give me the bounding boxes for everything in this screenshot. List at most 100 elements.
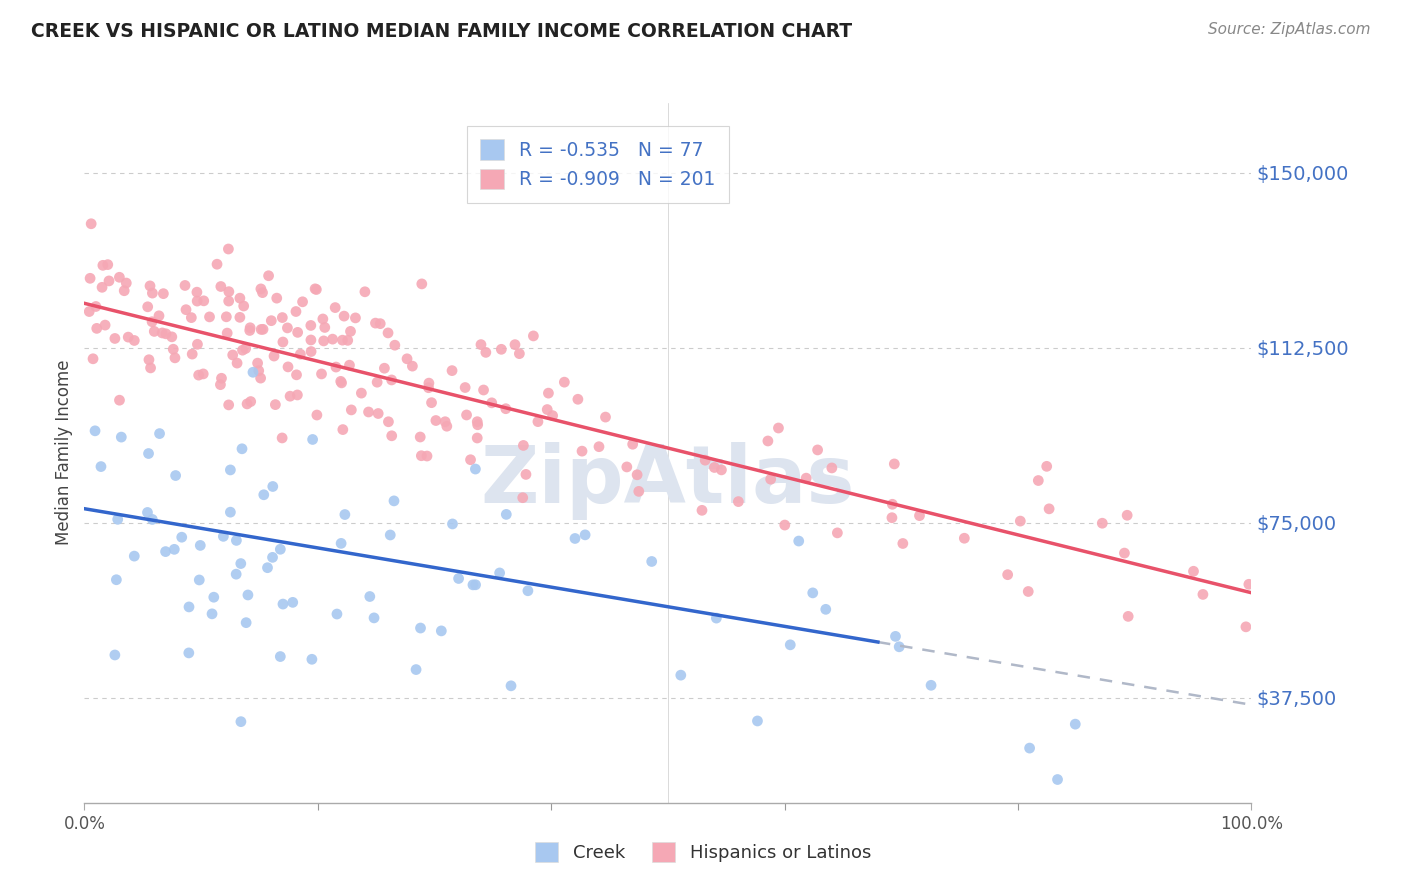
Point <box>332 423 354 437</box>
Point <box>108 393 131 408</box>
Point <box>299 333 322 347</box>
Point <box>107 512 129 526</box>
Point <box>727 494 749 508</box>
Point <box>287 388 309 402</box>
Point <box>768 421 790 435</box>
Point <box>232 299 254 313</box>
Point <box>567 392 589 407</box>
Point <box>170 530 193 544</box>
Point <box>325 360 347 375</box>
Point <box>141 286 163 301</box>
Point <box>759 472 782 486</box>
Point <box>235 615 257 630</box>
Point <box>174 278 197 293</box>
Point <box>236 397 259 411</box>
Point <box>77 304 100 318</box>
Point <box>430 624 453 638</box>
Point <box>354 285 377 299</box>
Point <box>90 459 112 474</box>
Point <box>229 714 252 729</box>
Point <box>311 367 333 381</box>
Point <box>357 405 380 419</box>
Point <box>285 304 308 318</box>
Point <box>97 258 120 272</box>
Point <box>290 347 312 361</box>
Point <box>1114 546 1136 560</box>
Point <box>359 590 381 604</box>
Point <box>253 488 276 502</box>
Point <box>411 277 433 291</box>
Point <box>488 566 510 580</box>
Point <box>262 479 284 493</box>
Point <box>260 314 283 328</box>
Point <box>193 293 215 308</box>
Point <box>148 309 170 323</box>
Point <box>396 351 419 366</box>
Point <box>571 444 593 458</box>
Point <box>218 294 240 309</box>
Point <box>350 386 373 401</box>
Point <box>250 322 273 336</box>
Point <box>256 560 278 574</box>
Point <box>880 510 903 524</box>
Point <box>454 380 477 394</box>
Point <box>401 359 423 373</box>
Point <box>953 531 976 545</box>
Point <box>456 408 478 422</box>
Point <box>475 345 498 359</box>
Point <box>447 572 470 586</box>
Point <box>112 284 135 298</box>
Point <box>381 429 404 443</box>
Point <box>117 330 139 344</box>
Point <box>219 463 242 477</box>
Point <box>827 525 849 540</box>
Point <box>271 334 294 349</box>
Point <box>329 375 352 389</box>
Point <box>246 356 269 370</box>
Point <box>821 461 844 475</box>
Point <box>212 529 235 543</box>
Point <box>269 649 291 664</box>
Point <box>512 491 534 505</box>
Point <box>381 373 404 387</box>
Point <box>86 321 108 335</box>
Point <box>411 449 433 463</box>
Point <box>162 343 184 357</box>
Point <box>669 668 692 682</box>
Point <box>470 337 492 351</box>
Point <box>299 318 322 333</box>
Point <box>141 512 163 526</box>
Point <box>465 431 488 445</box>
Point <box>434 415 457 429</box>
Point <box>105 573 128 587</box>
Point <box>91 258 114 272</box>
Point <box>104 331 127 345</box>
Point <box>226 356 249 370</box>
Point <box>1026 474 1049 488</box>
Point <box>503 337 526 351</box>
Point <box>250 282 273 296</box>
Point <box>336 334 359 348</box>
Point <box>236 588 259 602</box>
Point <box>239 320 262 334</box>
Point <box>110 430 132 444</box>
Legend: R = -0.535   N = 77, R = -0.909   N = 201: R = -0.535 N = 77, R = -0.909 N = 201 <box>467 126 728 202</box>
Point <box>136 506 159 520</box>
Point <box>198 310 221 324</box>
Point <box>333 309 356 323</box>
Point <box>339 358 361 372</box>
Point <box>1038 501 1060 516</box>
Point <box>79 271 101 285</box>
Point <box>231 343 253 358</box>
Point <box>773 518 796 533</box>
Point <box>1182 564 1205 578</box>
Point <box>276 321 298 335</box>
Point <box>219 505 242 519</box>
Point <box>997 567 1019 582</box>
Point <box>460 452 482 467</box>
Point <box>756 434 779 448</box>
Point <box>516 583 538 598</box>
Text: ZipAtlas: ZipAtlas <box>481 442 855 520</box>
Point <box>1017 584 1039 599</box>
Point <box>263 349 285 363</box>
